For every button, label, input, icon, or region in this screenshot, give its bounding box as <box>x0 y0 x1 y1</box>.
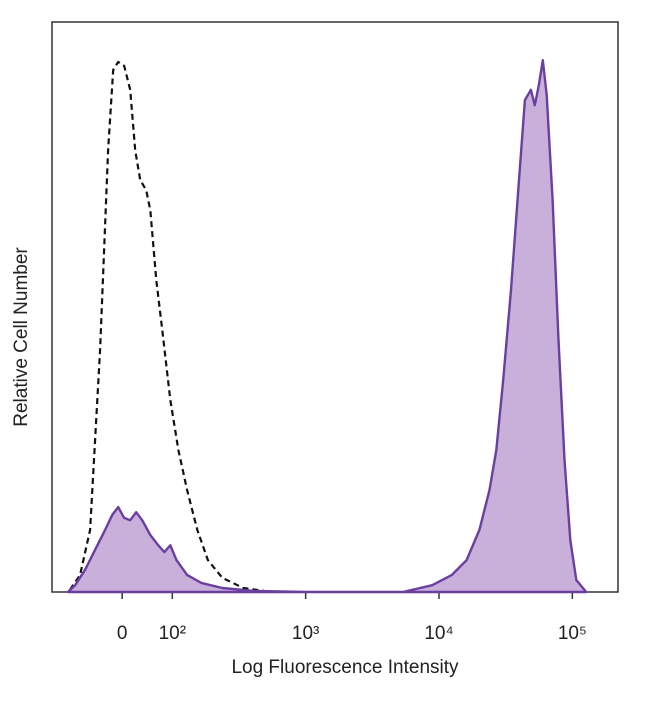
x-tick-label: 10³ <box>292 623 319 644</box>
x-tick-label: 0 <box>117 623 128 644</box>
histogram-curve <box>66 59 588 594</box>
x-tick-label: 10⁴ <box>424 623 453 644</box>
x-tick-label: 10² <box>159 623 186 644</box>
x-axis-label: Log Fluorescence Intensity <box>231 657 459 678</box>
x-tick-label: 10⁵ <box>558 623 587 644</box>
histogram-curve <box>69 60 265 592</box>
y-axis-label: Relative Cell Number <box>11 247 32 427</box>
